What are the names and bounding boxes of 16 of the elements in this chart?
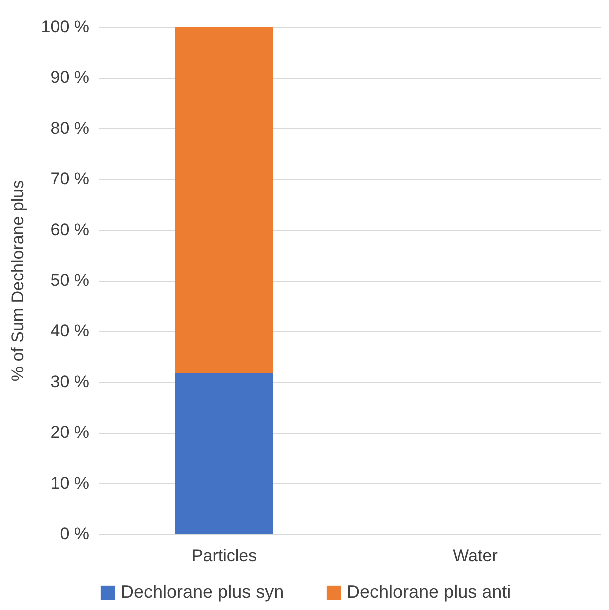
x-tick-label: Water bbox=[453, 546, 498, 566]
y-axis-title: % of Sum Dechlorane plus bbox=[8, 180, 28, 382]
y-tick-label: 70 % bbox=[50, 170, 90, 189]
y-tick-label: 30 % bbox=[50, 372, 90, 392]
y-tick-label: 20 % bbox=[50, 423, 90, 442]
y-tick-label: 60 % bbox=[50, 220, 90, 240]
y-tick-label: 100 % bbox=[41, 18, 90, 36]
y-tick-label: 40 % bbox=[50, 322, 90, 341]
y-tick-label: 80 % bbox=[50, 118, 90, 138]
y-tick-label: 10 % bbox=[50, 474, 90, 493]
x-tick-label: Particles bbox=[192, 546, 258, 566]
y-tick-label: 90 % bbox=[50, 68, 90, 88]
y-tick-label: 50 % bbox=[50, 271, 90, 290]
legend-label: Dechlorane plus anti bbox=[347, 582, 512, 602]
y-tick-label: 0 % bbox=[60, 524, 90, 544]
legend-label: Dechlorane plus syn bbox=[121, 582, 284, 602]
